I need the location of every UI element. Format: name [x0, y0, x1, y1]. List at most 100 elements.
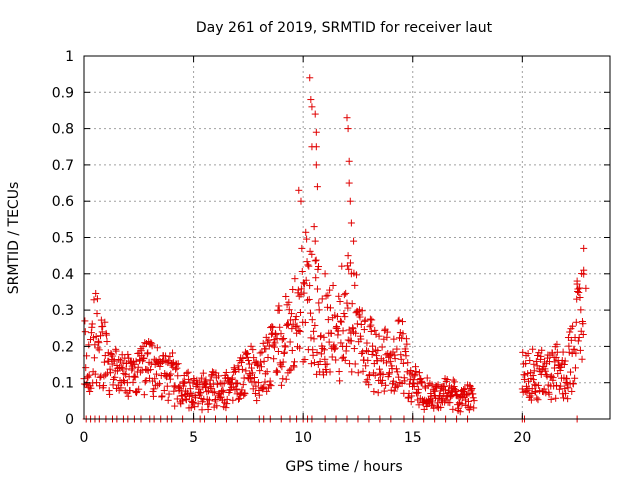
data-point [395, 373, 403, 381]
data-point [254, 379, 262, 387]
data-point [346, 197, 354, 205]
data-point [106, 369, 114, 377]
data-point [245, 360, 253, 368]
x-axis-label: GPS time / hours [285, 459, 402, 475]
data-point [218, 387, 226, 395]
data-point [569, 380, 577, 388]
data-point [564, 384, 572, 392]
data-point [570, 345, 578, 353]
data-point [150, 385, 158, 393]
y-axis-label: SRMTID / TECUs [6, 182, 22, 295]
data-point [280, 348, 288, 356]
data-point [223, 395, 231, 403]
data-point [211, 396, 219, 404]
data-point [540, 385, 548, 393]
data-point [304, 261, 312, 269]
data-point [185, 375, 193, 383]
data-point [458, 400, 466, 408]
data-point [119, 359, 127, 367]
data-point [410, 376, 418, 384]
data-point [87, 384, 95, 392]
data-point [519, 348, 527, 356]
data-point [92, 289, 100, 297]
data-point [344, 125, 352, 133]
data-point [275, 306, 283, 314]
data-point [572, 349, 580, 357]
data-point [551, 358, 559, 366]
data-point [307, 309, 315, 317]
data-point [197, 389, 205, 397]
data-point [362, 362, 370, 370]
y-tick-label: 0.3 [52, 303, 74, 319]
data-point [454, 404, 462, 412]
data-point [255, 391, 263, 399]
data-point [577, 306, 585, 314]
data-point [241, 390, 249, 398]
data-point [270, 355, 278, 363]
data-point [337, 339, 345, 347]
data-point [470, 397, 478, 405]
data-point [361, 316, 369, 324]
data-point [321, 270, 329, 278]
data-point [91, 341, 99, 349]
data-point [312, 256, 320, 264]
data-point [187, 390, 195, 398]
data-point [189, 398, 197, 406]
data-point [408, 392, 416, 400]
data-point [320, 333, 328, 341]
data-point [279, 358, 287, 366]
data-point [469, 394, 477, 402]
data-point [328, 353, 336, 361]
data-point [322, 292, 330, 300]
data-point [392, 381, 400, 389]
data-point [307, 334, 315, 342]
data-point [553, 340, 561, 348]
data-point [314, 361, 322, 369]
data-point [336, 317, 344, 325]
data-point [431, 394, 439, 402]
data-point [134, 363, 142, 371]
data-point [248, 369, 256, 377]
data-point [274, 348, 282, 356]
data-point [393, 368, 401, 376]
data-point [549, 374, 557, 382]
data-point [266, 377, 274, 385]
data-point [140, 355, 148, 363]
data-point [345, 157, 353, 165]
data-point [306, 282, 314, 290]
data-point [220, 379, 228, 387]
data-point [132, 357, 140, 365]
data-point [356, 313, 364, 321]
data-point [463, 391, 471, 399]
data-point [147, 339, 155, 347]
data-point [571, 374, 579, 382]
data-point [572, 318, 580, 326]
data-point [187, 404, 195, 412]
data-point [191, 403, 199, 411]
y-tick-label: 0.6 [52, 194, 74, 210]
data-point [273, 367, 281, 375]
data-point [449, 376, 457, 384]
data-point [366, 323, 374, 331]
data-point [93, 295, 101, 303]
data-point [523, 386, 531, 394]
data-point [565, 348, 573, 356]
data-point [149, 392, 157, 400]
y-tick-label: 0.2 [52, 339, 74, 355]
data-point [295, 186, 303, 194]
grid-lines [84, 56, 610, 419]
data-point [394, 317, 402, 325]
data-point [374, 389, 382, 397]
data-point [174, 372, 182, 380]
data-point [399, 330, 407, 338]
data-point [413, 389, 421, 397]
data-point [102, 371, 110, 379]
data-point [129, 378, 137, 386]
data-point [285, 298, 293, 306]
data-point [282, 375, 290, 383]
data-point [147, 360, 155, 368]
data-point [301, 319, 309, 327]
y-tick-label: 0.4 [52, 267, 74, 283]
data-point [313, 348, 321, 356]
data-point [434, 399, 442, 407]
